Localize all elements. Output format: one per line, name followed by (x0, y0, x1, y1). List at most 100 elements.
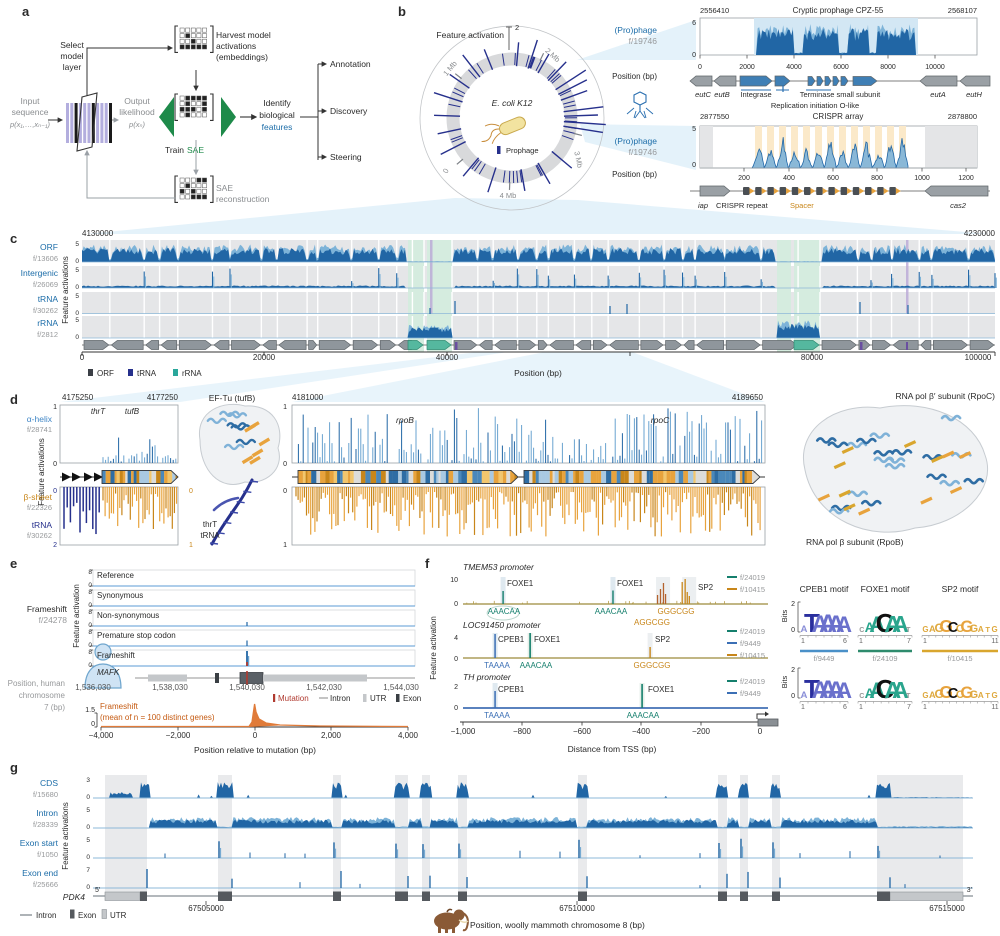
text-label: −4,000 (89, 731, 114, 740)
text-label: CPEB1 (498, 635, 525, 644)
text-label: p(x₁,…,xₙ₋₁) (9, 120, 51, 129)
text-label: 1,542,030 (306, 683, 342, 692)
text-label: 7 (907, 704, 911, 711)
text-label: Identify (263, 98, 291, 108)
panel-label-b: b (398, 4, 406, 19)
ecoli-bacterium-icon (481, 116, 526, 144)
text-label: −600 (573, 727, 592, 736)
text-label: 0 (253, 731, 258, 740)
text-label: 1 (283, 542, 287, 549)
text-label: Feature activations (61, 802, 70, 870)
matrix-icon (174, 175, 214, 203)
text-label: 0 (86, 854, 90, 861)
text-label: 2 Mb (543, 46, 561, 64)
text-label: 1 (189, 542, 193, 549)
text-label: Feature activations (37, 438, 46, 506)
text-label: 200 (738, 175, 750, 182)
text-label: Bits (780, 610, 789, 623)
text-label: A (819, 677, 837, 704)
text-label: 4130000 (82, 229, 114, 238)
text-label: 0 (80, 353, 85, 362)
text-label: rpoB (396, 415, 414, 425)
text-label: f/9449 (740, 639, 761, 648)
text-label: tufB (125, 407, 140, 416)
text-label: 2878800 (948, 112, 977, 121)
text-label: α-helix (27, 414, 53, 424)
text-label: TMEM53 promoter (463, 562, 535, 572)
text-label: 7 (bp) (44, 703, 65, 712)
text-label: G (922, 691, 928, 700)
text-label: E. coli K12 (492, 98, 533, 108)
text-label: Position, human (8, 679, 65, 688)
panel-label-d: d (10, 392, 18, 407)
text-label: 1 (923, 638, 927, 645)
text-label: eutA (930, 90, 945, 99)
text-label: FOXE1 (507, 579, 534, 588)
text-label: G (939, 616, 953, 636)
text-label: f/22326 (27, 503, 52, 512)
text-label: 1.5 (85, 707, 95, 714)
text-label: f/28741 (27, 425, 52, 434)
text-label: 100000 (965, 353, 992, 362)
text-label: eutH (966, 90, 982, 99)
text-label: Cryptic prophage CPZ-55 (793, 6, 884, 15)
text-label: 4 Mb (500, 191, 517, 200)
text-label: Terminase small subunit (800, 90, 881, 99)
highlight-wedges (60, 20, 990, 402)
text-label: Intron (36, 808, 58, 818)
text-label: (Pro)phage (614, 25, 657, 35)
text-label: Reference (97, 571, 134, 580)
text-label: Steering (330, 152, 362, 162)
text-label: G (935, 621, 944, 635)
text-label: 2 (791, 667, 795, 674)
text-label: 0 (441, 167, 451, 175)
text-label: Intron (36, 911, 56, 920)
text-label: MAFK (97, 668, 120, 677)
text-label: Position (bp) (612, 170, 657, 179)
text-label: G (991, 625, 997, 634)
text-label: Frameshift (97, 651, 136, 660)
text-label: A (892, 677, 909, 703)
text-label: CPEB1 motif (800, 584, 849, 594)
text-label: tRNA (32, 520, 53, 530)
text-label: TAAAA (484, 661, 510, 670)
text-label: TH promoter (463, 672, 512, 682)
text-label: Integrase (740, 90, 771, 99)
text-label: Position, woolly mammoth chromosome 8 (b… (470, 920, 645, 930)
text-label: 0 (189, 488, 193, 495)
text-label: features (262, 122, 293, 132)
text-label: T (985, 625, 990, 634)
text-label: Discovery (330, 106, 368, 116)
text-label: UTR (370, 694, 387, 703)
text-label: f/24019 (740, 627, 765, 636)
text-label: β-sheet (23, 492, 52, 502)
text-label: 0 (283, 461, 287, 468)
panel-label-g: g (10, 760, 18, 775)
text-label: C (956, 689, 964, 701)
text-label: 40000 (436, 353, 459, 362)
text-label: 4230000 (964, 229, 996, 238)
text-label: f/19746 (629, 147, 658, 157)
text-label: 4000 (786, 64, 802, 71)
text-label: SP2 (655, 635, 671, 644)
text-label: −1,000 (451, 727, 476, 736)
text-label: 80000 (801, 353, 824, 362)
text-label: 1000 (914, 175, 930, 182)
text-label: Feature activation (429, 616, 438, 680)
text-label: 5 (75, 267, 79, 274)
text-label: Bits (780, 676, 789, 689)
text-label: 1 (283, 404, 287, 411)
text-label: Train (165, 145, 184, 155)
text-label: 0 (791, 627, 795, 634)
text-label: AAACAA (520, 661, 553, 670)
text-label: 8000 (880, 64, 896, 71)
striped-gene-arrow (297, 470, 519, 484)
text-label: Feature activations (61, 256, 70, 324)
text-label: Exon start (20, 838, 59, 848)
